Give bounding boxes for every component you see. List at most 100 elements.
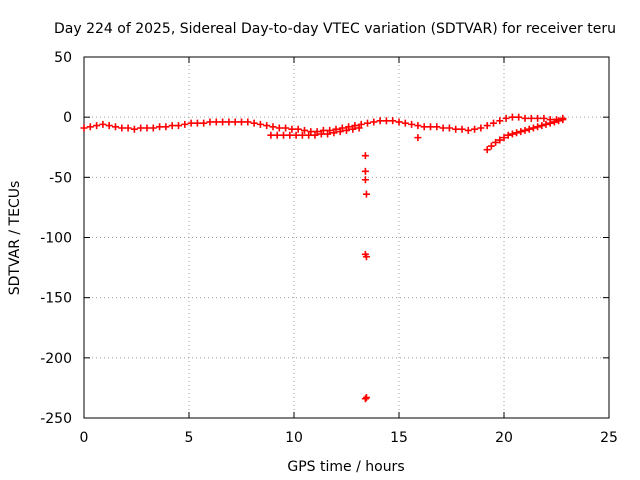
data-point — [483, 122, 491, 130]
data-point — [515, 113, 523, 121]
data-point — [307, 128, 315, 136]
data-point — [99, 120, 107, 128]
data-point — [540, 114, 548, 122]
data-point — [137, 124, 145, 132]
x-tick-label: 5 — [185, 430, 194, 446]
data-point — [298, 131, 306, 139]
data-points — [80, 113, 567, 403]
data-point — [504, 131, 512, 139]
data-point — [212, 118, 220, 126]
data-point — [118, 124, 126, 132]
x-tick-label: 25 — [600, 430, 618, 446]
y-tick-label: -150 — [40, 291, 72, 307]
data-point — [521, 126, 529, 134]
data-point — [433, 123, 441, 131]
data-point — [187, 119, 195, 127]
data-point — [294, 125, 302, 133]
data-point — [464, 126, 472, 134]
data-point — [555, 117, 563, 125]
data-point — [206, 118, 214, 126]
data-point — [527, 114, 535, 122]
data-point — [395, 118, 403, 126]
data-point — [445, 124, 453, 132]
data-point — [521, 114, 529, 122]
data-point — [238, 118, 245, 126]
data-point — [225, 118, 233, 126]
data-point — [305, 131, 313, 139]
data-point — [330, 129, 338, 137]
data-point — [534, 123, 542, 131]
y-tick-label: -50 — [49, 170, 72, 186]
y-tick-label: -250 — [40, 411, 72, 427]
data-point — [364, 119, 371, 127]
y-axis-label: SDTVAR / TECUs — [7, 181, 23, 296]
data-point — [420, 123, 428, 131]
data-point — [80, 124, 88, 132]
data-point — [200, 119, 208, 127]
data-point — [343, 126, 350, 134]
x-tick-label: 15 — [390, 430, 408, 446]
data-point — [93, 122, 101, 130]
data-point — [542, 120, 550, 128]
data-point — [496, 117, 504, 125]
data-point — [319, 126, 327, 134]
data-point — [313, 128, 321, 136]
data-point — [382, 117, 390, 125]
data-point — [275, 124, 283, 132]
data-point — [267, 131, 275, 139]
data-point — [471, 125, 479, 133]
data-point — [517, 128, 525, 136]
data-point — [326, 126, 334, 134]
data-point — [361, 176, 369, 184]
chart-title: Day 224 of 2025, Sidereal Day-to-day VTE… — [54, 21, 616, 37]
data-point — [349, 125, 357, 133]
y-tick-label: 50 — [54, 50, 72, 66]
axis-ticks: 0 5 10 15 20 25 50 0 -50 -100 -150 -200 -250 — [40, 50, 618, 446]
series-lower-band — [267, 124, 363, 139]
data-point — [534, 114, 542, 122]
x-axis-label: GPS time / hours — [287, 459, 404, 475]
data-point — [124, 124, 132, 132]
data-point — [130, 125, 138, 133]
data-point — [86, 123, 94, 131]
y-tick-label: -100 — [40, 231, 72, 247]
data-point — [500, 134, 508, 142]
data-point — [231, 118, 239, 126]
data-point — [487, 142, 495, 150]
data-point — [550, 118, 558, 126]
data-point — [256, 120, 264, 128]
plot-frame — [83, 56, 610, 419]
data-point — [156, 123, 164, 131]
series-outliers — [361, 134, 422, 403]
data-point — [175, 122, 182, 130]
data-point — [408, 120, 416, 128]
data-point — [525, 125, 533, 133]
data-point — [414, 134, 422, 142]
data-point — [311, 131, 319, 139]
data-point — [149, 124, 157, 132]
data-point — [282, 124, 290, 132]
data-point — [439, 124, 447, 132]
data-point — [508, 113, 516, 121]
data-point — [362, 394, 370, 402]
data-point — [336, 128, 344, 136]
data-point — [490, 119, 497, 127]
data-point — [361, 152, 369, 160]
data-point — [338, 124, 346, 132]
data-point — [143, 124, 151, 132]
data-point — [362, 190, 370, 198]
data-point — [324, 130, 332, 138]
data-point — [427, 123, 434, 131]
data-point — [286, 131, 294, 139]
data-point — [538, 122, 546, 130]
data-point — [332, 125, 340, 133]
data-point — [219, 118, 227, 126]
data-point — [244, 118, 252, 126]
data-point — [168, 122, 176, 130]
data-point — [376, 117, 384, 125]
data-point — [508, 130, 516, 138]
data-point — [112, 123, 119, 131]
data-point — [280, 131, 287, 139]
data-point — [250, 119, 258, 127]
